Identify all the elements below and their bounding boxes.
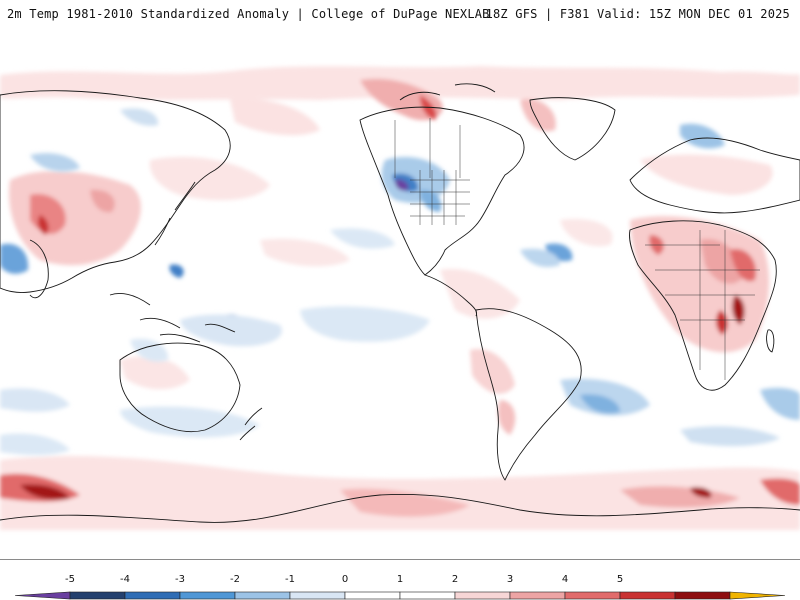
colorbar-segment [509, 591, 566, 600]
colorbar-segment [234, 591, 291, 600]
colorbar-tick-label: 4 [561, 574, 569, 585]
colorbar-tick-label: -3 [175, 574, 185, 585]
colorbar-segment [179, 591, 236, 600]
colorbar-segment [564, 591, 621, 600]
colorbar-segment [674, 591, 731, 600]
australia-outline [119, 342, 241, 433]
colorbar-tick-label: 0 [341, 574, 349, 585]
africa-outline [629, 220, 777, 391]
colorbar-tick-label: -2 [230, 574, 240, 585]
map-canvas [0, 40, 800, 559]
colorbar-segment [344, 591, 401, 600]
south-america-outline [475, 308, 582, 481]
japan-outline [154, 181, 196, 246]
arctic-islands-outline [399, 83, 496, 101]
cold-anomaly-areas [0, 108, 800, 456]
colorbar-legend: -5 -4 -3 -2 -1 0 1 2 3 4 5 [0, 560, 800, 600]
africa-boundaries [645, 230, 760, 380]
india-outline [29, 239, 49, 299]
model-run-info: 18Z GFS | F381 Valid: 15Z MON DEC 01 202… [485, 7, 790, 21]
greenland-outline [529, 97, 616, 161]
warm-anomaly-areas [0, 66, 800, 530]
north-america-outline [359, 106, 525, 276]
colorbar-tick-label: -4 [120, 574, 130, 585]
map-title: 2m Temp 1981-2010 Standardized Anomaly |… [7, 7, 490, 21]
colorbar-tick-label: 3 [506, 574, 514, 585]
colorbar-segment [399, 591, 456, 600]
antarctica-outline [0, 494, 800, 523]
colorbar-tick-label: 5 [616, 574, 624, 585]
colorbar-tick-label: 1 [396, 574, 404, 585]
madagascar-outline [766, 329, 775, 353]
colorbar-segments [14, 591, 786, 600]
colorbar-tick-label: -5 [65, 574, 75, 585]
colorbar-tick-label: 2 [451, 574, 459, 585]
colorbar-segment [289, 591, 346, 600]
colorbar-segment [729, 591, 786, 600]
asia-outline [0, 90, 231, 293]
new-zealand-outline [239, 407, 263, 441]
maritime-asia-outline [109, 293, 236, 343]
colorbar-segment [14, 591, 71, 600]
us-state-boundaries [410, 170, 470, 225]
colorbar-svg [14, 591, 786, 600]
colorbar-tick-label: -1 [285, 574, 295, 585]
coastlines [0, 83, 800, 523]
colorbar-segment [69, 591, 126, 600]
canada-boundaries [394, 118, 461, 178]
europe-outline [629, 137, 800, 214]
colorbar-segment [619, 591, 676, 600]
colorbar-segment [454, 591, 511, 600]
colorbar-segment [124, 591, 181, 600]
anomaly-map [0, 40, 800, 560]
header-bar: 2m Temp 1981-2010 Standardized Anomaly |… [0, 0, 800, 41]
